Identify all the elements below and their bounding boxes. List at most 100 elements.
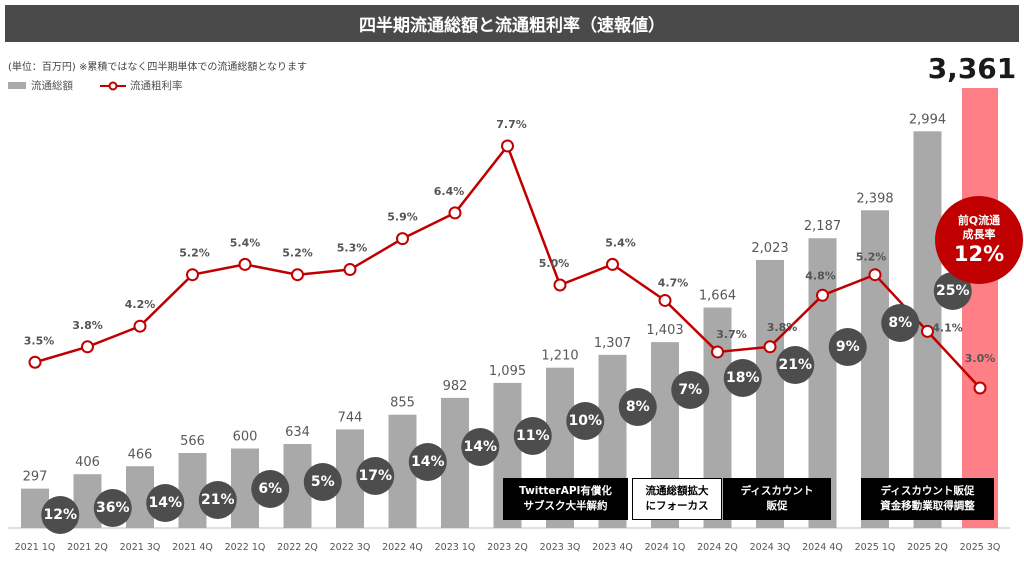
bar-value-2: 406 <box>75 455 100 470</box>
rate-point-19 <box>973 381 987 395</box>
bar-value-11: 1,210 <box>541 349 578 364</box>
rate-point-11 <box>553 278 567 292</box>
growth-label-11: 10% <box>568 413 602 429</box>
bar-value-18: 2,994 <box>909 112 946 127</box>
rate-point-18 <box>921 324 934 338</box>
rate-point-3 <box>133 319 147 333</box>
rate-label-4: 5.2% <box>179 247 210 260</box>
x-tick-17: 2025 1Q <box>855 542 896 553</box>
rate-point-8 <box>396 232 409 246</box>
rate-point-10 <box>501 139 514 153</box>
rate-label-14: 3.7% <box>716 328 747 341</box>
bar-value-6: 634 <box>285 425 310 440</box>
rate-point-13 <box>658 293 672 307</box>
legend-line-label: 流通粗利率 <box>130 80 183 92</box>
annotation-gmv-focus: 流通総額拡大 にフォーカス <box>632 478 722 520</box>
bar-value-13: 1,403 <box>646 323 683 338</box>
rate-point-12 <box>606 257 619 271</box>
rate-label-6: 5.2% <box>282 247 313 260</box>
bar-value-14: 1,664 <box>699 289 736 304</box>
bar-value-19: 3,361 <box>928 52 1017 85</box>
x-tick-10: 2023 2Q <box>487 542 528 553</box>
bar-19 <box>962 88 998 528</box>
growth-label-1: 12% <box>43 507 77 523</box>
x-tick-4: 2021 4Q <box>172 542 213 553</box>
rate-label-8: 5.9% <box>387 211 418 224</box>
rate-label-18: 4.1% <box>932 321 963 334</box>
growth-label-18: 25% <box>936 283 970 299</box>
x-tick-7: 2022 3Q <box>330 542 371 553</box>
bar-value-15: 2,023 <box>751 241 788 256</box>
growth-circle-15 <box>776 346 815 384</box>
qoq-badge-value: 12% <box>953 242 1005 266</box>
rate-point-6 <box>291 268 304 282</box>
rate-label-3: 4.2% <box>125 298 156 311</box>
growth-circle-1 <box>41 496 80 534</box>
x-tick-1: 2021 1Q <box>15 542 56 553</box>
growth-circle-9 <box>461 428 500 466</box>
growth-label-9: 14% <box>463 439 497 455</box>
rate-label-10: 7.7% <box>496 118 527 131</box>
x-tick-9: 2023 1Q <box>435 542 476 553</box>
rate-point-4 <box>186 268 199 282</box>
growth-circle-16 <box>828 328 867 366</box>
rate-point-15 <box>763 340 777 354</box>
growth-circle-17 <box>881 304 920 342</box>
growth-circle-3 <box>146 484 185 522</box>
growth-label-4: 21% <box>201 492 235 508</box>
bar-value-9: 982 <box>443 379 468 394</box>
growth-circle-18 <box>933 272 972 310</box>
x-tick-18: 2025 2Q <box>907 542 948 553</box>
qoq-badge-line2: 成長率 <box>962 228 996 241</box>
growth-circle-7 <box>356 457 395 495</box>
growth-label-7: 17% <box>358 468 392 484</box>
x-tick-14: 2024 2Q <box>697 542 738 553</box>
x-tick-6: 2022 2Q <box>277 542 318 553</box>
legend-line: 流通粗利率 <box>100 78 183 93</box>
x-tick-13: 2024 1Q <box>645 542 686 553</box>
legend-bar-swatch <box>8 82 26 89</box>
growth-label-14: 18% <box>726 370 760 386</box>
bar-value-16: 2,187 <box>804 219 841 234</box>
legend-bar: 流通総額 <box>8 78 73 93</box>
x-tick-15: 2024 3Q <box>750 542 791 553</box>
rate-point-9 <box>448 206 462 220</box>
rate-label-16: 4.8% <box>805 269 836 282</box>
growth-label-13: 7% <box>678 382 702 398</box>
bar-value-17: 2,398 <box>856 191 893 206</box>
rate-point-1 <box>28 355 42 369</box>
bar-value-8: 855 <box>390 396 415 411</box>
rate-label-1: 3.5% <box>24 334 55 347</box>
x-tick-5: 2022 1Q <box>225 542 266 553</box>
growth-label-5: 6% <box>258 481 282 497</box>
x-tick-11: 2023 3Q <box>540 542 581 553</box>
growth-circle-8 <box>408 443 447 481</box>
rate-point-14 <box>711 345 724 359</box>
bar-value-4: 566 <box>180 434 205 449</box>
growth-label-6: 5% <box>311 474 335 490</box>
rate-point-17 <box>868 268 882 282</box>
rate-label-2: 3.8% <box>72 319 103 332</box>
bar-value-10: 1,095 <box>489 364 526 379</box>
rate-label-9: 6.4% <box>434 185 465 198</box>
growth-circle-10 <box>513 417 552 455</box>
rate-label-7: 5.3% <box>337 242 368 255</box>
growth-label-15: 21% <box>778 357 812 373</box>
rate-point-2 <box>81 340 94 354</box>
growth-label-2: 36% <box>96 500 130 516</box>
rate-label-11: 5.0% <box>539 257 570 270</box>
annotation-discount-fund-transfer: ディスカウント販促 資金移動業取得調整 <box>861 478 994 520</box>
rate-label-12: 5.4% <box>605 236 636 249</box>
growth-circle-6 <box>303 463 342 501</box>
qoq-badge-line1: 前Q流通 <box>957 214 1001 227</box>
x-tick-2: 2021 2Q <box>67 542 108 553</box>
x-tick-3: 2021 3Q <box>120 542 161 553</box>
growth-circle-14 <box>723 359 762 397</box>
rate-point-5 <box>238 257 252 271</box>
rate-label-19: 3.0% <box>965 352 996 365</box>
growth-circle-12 <box>618 388 657 426</box>
growth-circle-11 <box>566 402 605 440</box>
qoq-growth-badge: 前Q流通 成長率 12% <box>935 196 1023 284</box>
growth-circle-5 <box>251 470 290 508</box>
rate-label-13: 4.7% <box>658 276 689 289</box>
